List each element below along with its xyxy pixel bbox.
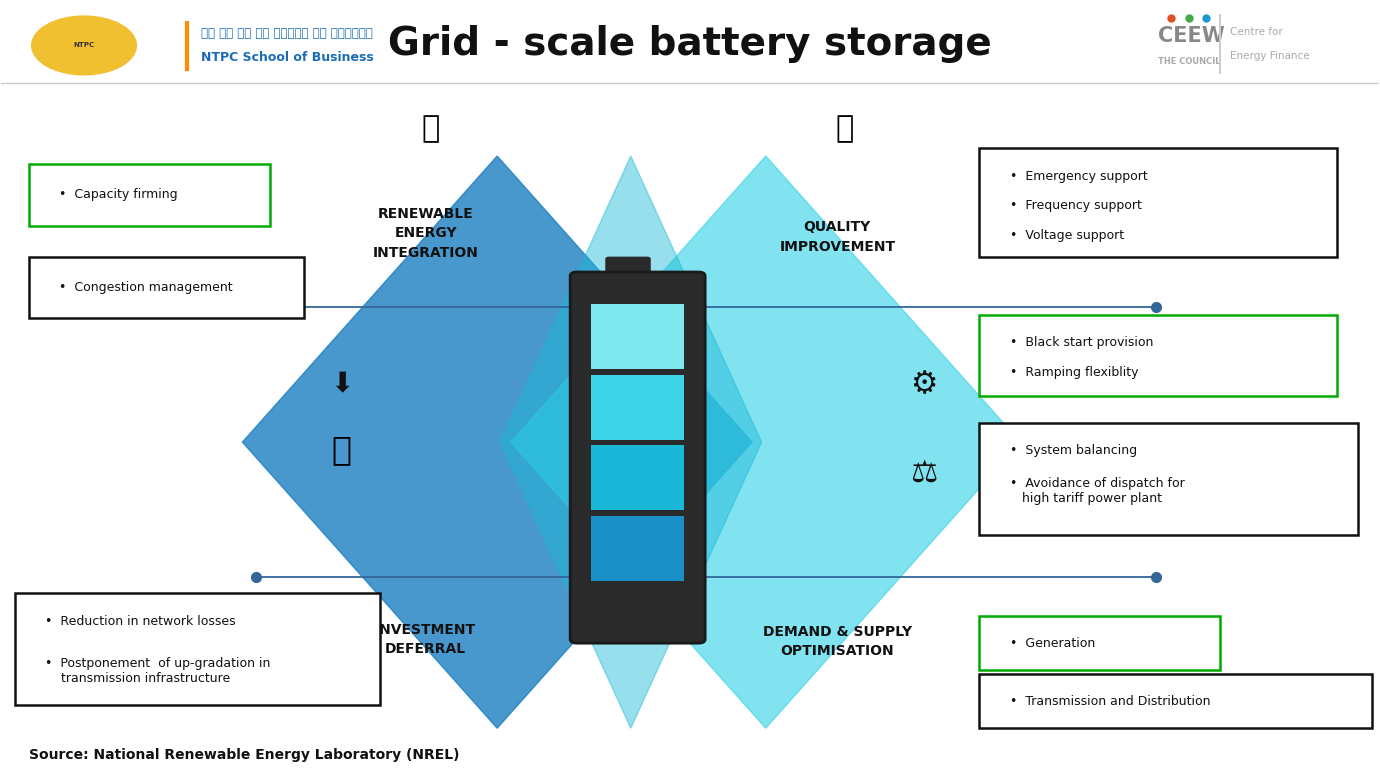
Circle shape xyxy=(32,16,137,74)
Text: ⚙: ⚙ xyxy=(911,369,938,399)
Text: Energy Finance: Energy Finance xyxy=(1230,50,1310,61)
Text: NTPC School of Business: NTPC School of Business xyxy=(201,50,374,64)
FancyBboxPatch shape xyxy=(591,515,684,580)
Text: •  Emergency support: • Emergency support xyxy=(1010,170,1147,183)
Text: •  Black start provision: • Black start provision xyxy=(1010,336,1152,349)
Text: 🌱: 🌱 xyxy=(835,115,853,144)
Text: •  Frequency support: • Frequency support xyxy=(1010,199,1141,213)
Text: RENEWABLE
ENERGY
INTEGRATION: RENEWABLE ENERGY INTEGRATION xyxy=(373,207,479,260)
Polygon shape xyxy=(511,156,1021,728)
Text: THE COUNCIL: THE COUNCIL xyxy=(1158,57,1221,66)
FancyBboxPatch shape xyxy=(980,616,1220,670)
Text: •  Voltage support: • Voltage support xyxy=(1010,229,1123,241)
Text: 🔌: 🔌 xyxy=(422,115,440,144)
FancyBboxPatch shape xyxy=(606,258,650,278)
FancyBboxPatch shape xyxy=(980,314,1337,396)
Text: Centre for: Centre for xyxy=(1230,27,1282,37)
Text: 💵: 💵 xyxy=(331,433,352,466)
FancyBboxPatch shape xyxy=(980,148,1337,257)
FancyBboxPatch shape xyxy=(29,164,270,226)
Text: एन टी पी सी स्कूल ऑफ बिजनेस: एन टी पी सी स्कूल ऑफ बिजनेस xyxy=(201,27,373,40)
FancyBboxPatch shape xyxy=(980,674,1372,728)
Text: •  Postponement  of up-gradation in
    transmission infrastructure: • Postponement of up-gradation in transm… xyxy=(46,657,270,685)
Text: ⬇: ⬇ xyxy=(330,370,353,398)
Text: QUALITY
IMPROVEMENT: QUALITY IMPROVEMENT xyxy=(780,220,896,254)
Text: DEMAND & SUPPLY
OPTIMISATION: DEMAND & SUPPLY OPTIMISATION xyxy=(763,625,912,658)
Text: •  Congestion management: • Congestion management xyxy=(59,281,233,294)
FancyBboxPatch shape xyxy=(980,423,1358,535)
Polygon shape xyxy=(243,156,752,728)
FancyBboxPatch shape xyxy=(15,593,380,705)
Text: ⚖: ⚖ xyxy=(911,459,938,487)
FancyBboxPatch shape xyxy=(29,257,305,318)
Text: Source: National Renewable Energy Laboratory (NREL): Source: National Renewable Energy Labora… xyxy=(29,748,460,762)
FancyBboxPatch shape xyxy=(570,272,705,643)
Polygon shape xyxy=(500,156,762,728)
Text: •  System balancing: • System balancing xyxy=(1010,445,1137,457)
Text: NTPC: NTPC xyxy=(73,43,95,48)
FancyBboxPatch shape xyxy=(591,304,684,369)
Text: •  Ramping flexiblity: • Ramping flexiblity xyxy=(1010,365,1138,379)
Text: Grid - scale battery storage: Grid - scale battery storage xyxy=(388,25,992,63)
Text: INVESTMENT
DEFERRAL: INVESTMENT DEFERRAL xyxy=(375,622,476,656)
Text: CEEW: CEEW xyxy=(1158,26,1225,47)
Text: •  Generation: • Generation xyxy=(1010,636,1094,650)
Text: •  Transmission and Distribution: • Transmission and Distribution xyxy=(1010,695,1210,708)
Text: •  Capacity firming: • Capacity firming xyxy=(59,189,178,201)
Text: •  Avoidance of dispatch for
   high tariff power plant: • Avoidance of dispatch for high tariff … xyxy=(1010,477,1184,505)
FancyBboxPatch shape xyxy=(591,445,684,510)
Text: •  Reduction in network losses: • Reduction in network losses xyxy=(46,615,236,628)
FancyBboxPatch shape xyxy=(591,375,684,440)
